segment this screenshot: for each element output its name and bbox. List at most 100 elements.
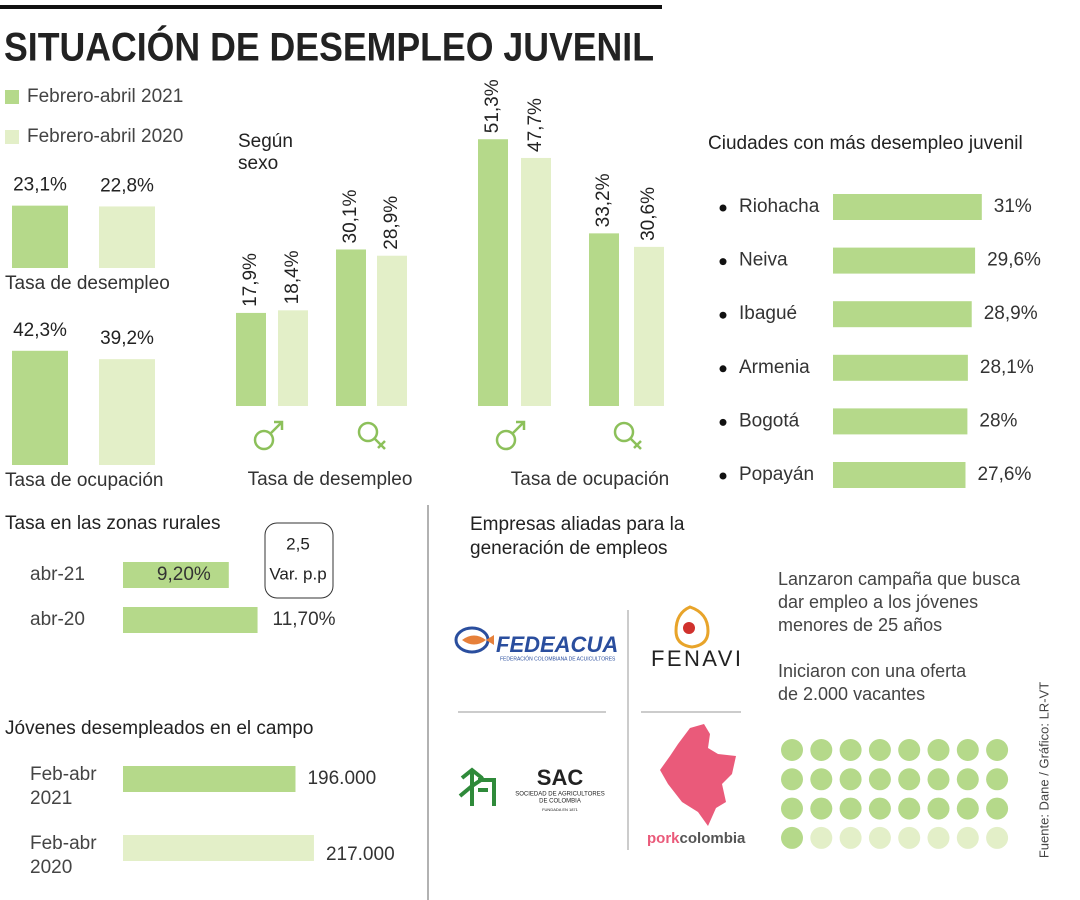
city-label: Popayán <box>739 464 814 485</box>
legend-label: Febrero-abril 2021 <box>27 86 183 107</box>
bar <box>589 233 619 406</box>
sac-logo: SAC SOCIEDAD DE AGRICULTORES DE COLOMBIA… <box>458 765 605 812</box>
male-icon <box>495 429 517 451</box>
logo-shape <box>462 635 494 645</box>
vacancy-dot <box>986 826 1009 849</box>
logo-text-part: pork <box>647 830 680 847</box>
category-label: Feb-abr <box>30 833 97 854</box>
bar <box>377 255 407 406</box>
city-label: Bogotá <box>739 410 800 431</box>
bar <box>833 301 972 328</box>
group-label: Tasa de ocupación <box>511 469 669 490</box>
value-label: 29,6% <box>987 250 1041 271</box>
porkcolombia-logo: porkcolombia <box>647 724 746 847</box>
city-label: Neiva <box>739 250 788 271</box>
female-icon <box>357 421 379 443</box>
value-label: 28,9% <box>984 303 1038 324</box>
vacancy-dot <box>810 768 833 791</box>
campaign-text: Iniciaron con una oferta <box>778 661 967 681</box>
value-label: 30,1% <box>340 190 361 244</box>
value-label: 22,8% <box>100 175 154 196</box>
value-label: 23,1% <box>13 175 67 196</box>
vacancy-dot <box>839 739 862 761</box>
bullet <box>719 418 727 426</box>
value-label: 39,2% <box>100 328 154 349</box>
value-label: 196.000 <box>307 768 376 789</box>
logo-shape <box>660 724 736 826</box>
logo-subtitle: SOCIEDAD DE AGRICULTORES <box>515 792 604 798</box>
category-label: abr-20 <box>30 609 85 630</box>
vacancy-dot <box>986 797 1009 820</box>
vacancy-dot <box>839 797 862 820</box>
vacancy-dot <box>956 826 979 849</box>
fenavi-logo: FENAVI <box>651 605 741 671</box>
male-icon <box>269 420 284 435</box>
bullet <box>719 311 727 319</box>
female-icon <box>373 437 386 450</box>
section-title: Empresas aliadas para la <box>470 514 685 535</box>
bar <box>123 607 258 633</box>
value-label: 33,2% <box>593 173 614 227</box>
value-label: 28,1% <box>980 357 1034 378</box>
value-label: 17,9% <box>240 253 261 307</box>
group-label: Tasa de ocupación <box>5 470 163 491</box>
campaign-text: dar empleo a los jóvenes <box>778 592 978 612</box>
logo-text: porkcolombia <box>647 830 746 847</box>
section-title: Según <box>238 131 293 152</box>
male-icon <box>253 429 275 451</box>
vacancy-dot <box>810 826 833 849</box>
bullet <box>719 365 727 373</box>
vacancy-dot <box>898 768 921 791</box>
city-label: Ibagué <box>739 303 797 324</box>
value-label: 217.000 <box>326 844 395 865</box>
vacancy-dot <box>986 739 1009 761</box>
campaign-text: de 2.000 vacantes <box>778 684 925 704</box>
bullet <box>719 258 727 266</box>
vacancy-dot <box>927 768 950 791</box>
section-title: Tasa en las zonas rurales <box>5 513 220 534</box>
city-label: Riohacha <box>739 196 820 217</box>
value-label: 28,9% <box>381 196 402 250</box>
section-title: sexo <box>238 153 278 174</box>
logo-subtitle: DE COLOMBIA <box>539 799 581 805</box>
category-label: 2021 <box>30 788 72 809</box>
legend-swatch <box>5 90 19 104</box>
vacancy-dot <box>956 739 979 761</box>
bar <box>278 310 308 406</box>
bar <box>12 350 68 465</box>
value-label: 27,6% <box>977 464 1031 485</box>
vacancy-dot <box>927 797 950 820</box>
legend-swatch <box>5 130 19 144</box>
bar <box>236 312 266 406</box>
vacancy-dot <box>839 768 862 791</box>
bar <box>833 462 966 488</box>
title: SITUACIÓN DE DESEMPLEO JUVENIL <box>4 24 654 70</box>
variation-value: 2,5 <box>286 534 310 553</box>
logo-subtitle: FEDERACIÓN COLOMBIANA DE ACUICULTORES <box>500 655 616 662</box>
bar <box>833 408 968 435</box>
top-rule <box>0 5 662 9</box>
legend-label: Febrero-abril 2020 <box>27 126 183 147</box>
logo-subtitle: FUNDADA EN 1871 <box>542 807 579 812</box>
value-label: 28% <box>979 410 1017 431</box>
vacancy-dot <box>839 826 862 849</box>
value-label: 31% <box>994 196 1032 217</box>
logo-shape <box>458 767 496 806</box>
bar <box>336 249 366 406</box>
bar <box>123 835 314 861</box>
vacancy-dot <box>927 739 950 761</box>
value-label: 42,3% <box>13 320 67 341</box>
bar <box>833 194 982 220</box>
logo-text: FENAVI <box>651 646 741 671</box>
bar <box>478 139 508 407</box>
campaign-text: Lanzaron campaña que busca <box>778 569 1021 589</box>
logo-shape <box>674 605 710 649</box>
logo-shape <box>683 622 695 634</box>
bar <box>833 354 968 381</box>
vacancy-dot <box>781 739 803 761</box>
logo-text: FEDEACUA <box>496 632 618 657</box>
bullet <box>719 204 727 212</box>
vacancy-dot <box>868 768 891 791</box>
campaign-text: menores de 25 años <box>778 615 942 635</box>
vacancy-dot <box>956 768 979 791</box>
